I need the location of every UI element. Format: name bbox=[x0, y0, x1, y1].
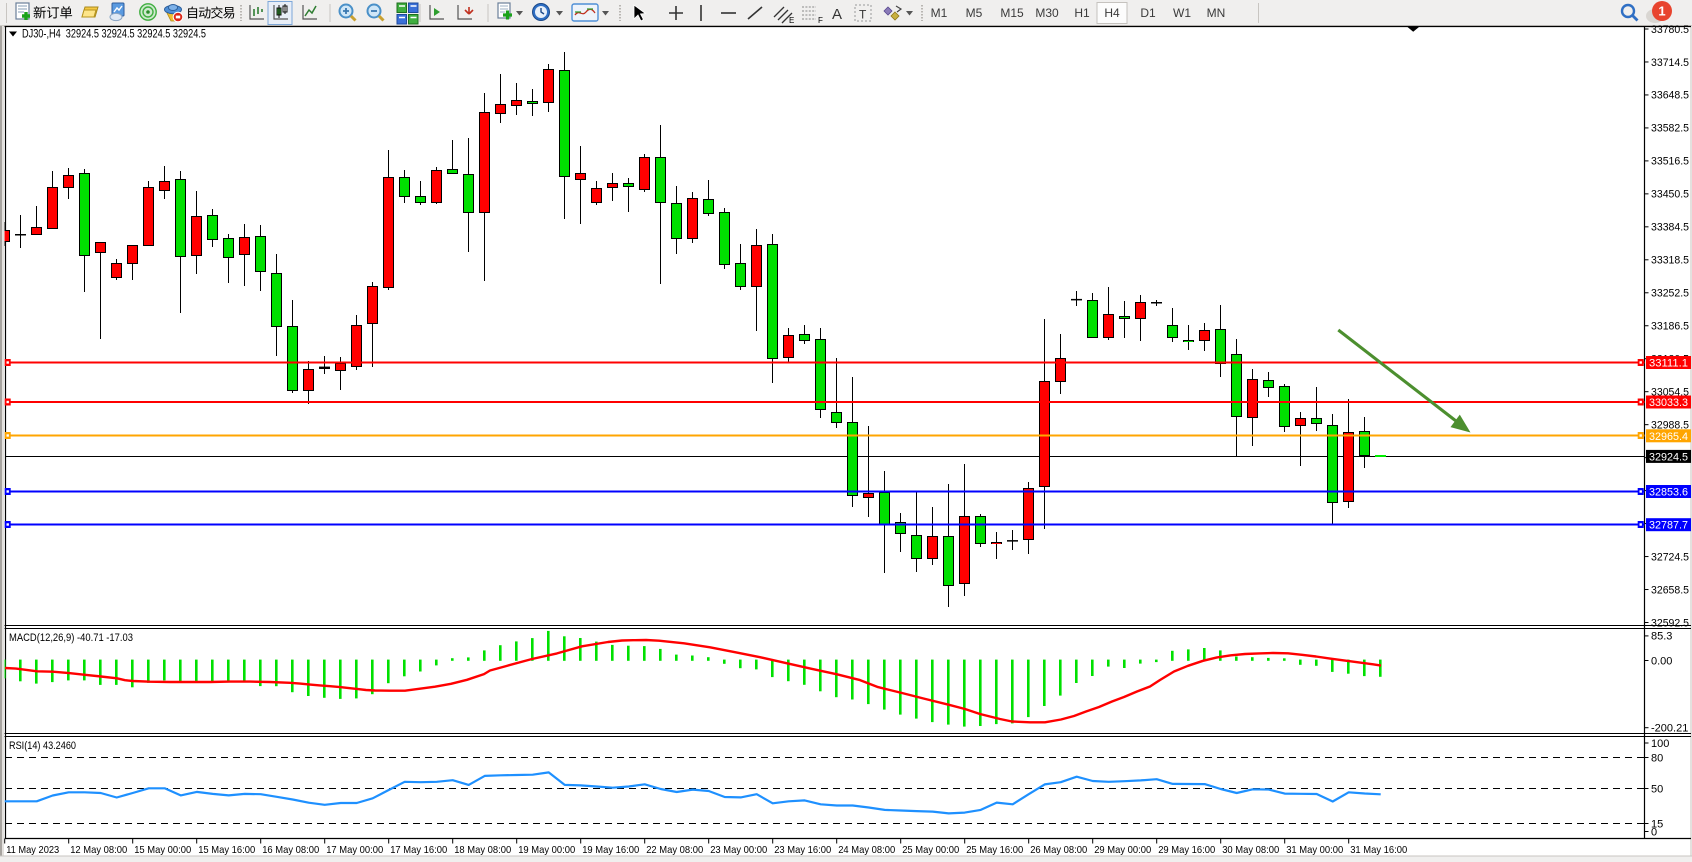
svg-text:-200.21: -200.21 bbox=[1651, 723, 1688, 735]
svg-text:15 May 00:00: 15 May 00:00 bbox=[134, 844, 191, 856]
svg-text:22 May 08:00: 22 May 08:00 bbox=[646, 844, 703, 856]
svg-text:17 May 00:00: 17 May 00:00 bbox=[326, 844, 383, 856]
svg-text:0.00: 0.00 bbox=[1651, 655, 1672, 667]
svg-text:19 May 16:00: 19 May 16:00 bbox=[582, 844, 639, 856]
svg-text:32924.5: 32924.5 bbox=[1649, 451, 1688, 463]
svg-text:33318.5: 33318.5 bbox=[1651, 255, 1689, 267]
svg-text:23 May 00:00: 23 May 00:00 bbox=[710, 844, 767, 856]
svg-text:H4: H4 bbox=[1104, 6, 1120, 20]
svg-text:30 May 08:00: 30 May 08:00 bbox=[1222, 844, 1279, 856]
svg-text:15 May 16:00: 15 May 16:00 bbox=[198, 844, 255, 856]
svg-text:32853.6: 32853.6 bbox=[1649, 487, 1688, 499]
svg-text:50: 50 bbox=[1651, 783, 1663, 795]
svg-text:T: T bbox=[859, 8, 867, 22]
svg-text:25 May 16:00: 25 May 16:00 bbox=[966, 844, 1023, 856]
svg-text:M15: M15 bbox=[1000, 6, 1024, 20]
svg-text:MACD(12,26,9) -40.71 -17.03: MACD(12,26,9) -40.71 -17.03 bbox=[9, 632, 133, 644]
svg-text:23 May 16:00: 23 May 16:00 bbox=[774, 844, 831, 856]
svg-text:100: 100 bbox=[1651, 738, 1669, 750]
svg-text:33582.5: 33582.5 bbox=[1651, 123, 1689, 135]
svg-text:26 May 08:00: 26 May 08:00 bbox=[1030, 844, 1087, 856]
svg-text:33450.5: 33450.5 bbox=[1651, 189, 1689, 201]
svg-text:24 May 08:00: 24 May 08:00 bbox=[838, 844, 895, 856]
svg-text:32658.5: 32658.5 bbox=[1651, 584, 1689, 596]
svg-text:33516.5: 33516.5 bbox=[1651, 156, 1689, 168]
svg-text:85.3: 85.3 bbox=[1651, 631, 1672, 643]
svg-text:MN: MN bbox=[1207, 6, 1226, 20]
svg-text:29 May 16:00: 29 May 16:00 bbox=[1158, 844, 1215, 856]
svg-text:12 May 08:00: 12 May 08:00 bbox=[70, 844, 127, 856]
svg-text:0: 0 bbox=[1651, 826, 1657, 838]
svg-text:M5: M5 bbox=[966, 6, 983, 20]
svg-text:31 May 00:00: 31 May 00:00 bbox=[1286, 844, 1343, 856]
svg-text:33252.5: 33252.5 bbox=[1651, 288, 1689, 300]
svg-text:33780.5: 33780.5 bbox=[1651, 24, 1689, 36]
svg-text:32724.5: 32724.5 bbox=[1651, 551, 1689, 563]
svg-text:33384.5: 33384.5 bbox=[1651, 222, 1689, 234]
svg-text:11 May 2023: 11 May 2023 bbox=[6, 844, 59, 856]
svg-text:E: E bbox=[789, 16, 794, 25]
svg-text:A: A bbox=[832, 6, 842, 23]
svg-text:32988.5: 32988.5 bbox=[1651, 419, 1689, 431]
svg-text:15: 15 bbox=[1651, 818, 1663, 830]
svg-text:25 May 00:00: 25 May 00:00 bbox=[902, 844, 959, 856]
svg-text:17 May 16:00: 17 May 16:00 bbox=[390, 844, 447, 856]
svg-text:33648.5: 33648.5 bbox=[1651, 90, 1689, 102]
svg-text:32965.4: 32965.4 bbox=[1649, 431, 1688, 443]
svg-text:DJ30-,H4 32924.5 32924.5 3292: DJ30-,H4 32924.5 32924.5 32924.5 32924.5 bbox=[22, 29, 206, 41]
svg-text:80: 80 bbox=[1651, 752, 1663, 764]
svg-text:1: 1 bbox=[1658, 4, 1665, 19]
svg-text:29 May 00:00: 29 May 00:00 bbox=[1094, 844, 1151, 856]
svg-text:18 May 08:00: 18 May 08:00 bbox=[454, 844, 511, 856]
svg-text:19 May 00:00: 19 May 00:00 bbox=[518, 844, 575, 856]
svg-text:16 May 08:00: 16 May 08:00 bbox=[262, 844, 319, 856]
svg-text:33111.1: 33111.1 bbox=[1649, 358, 1688, 370]
svg-text:RSI(14) 43.2460: RSI(14) 43.2460 bbox=[9, 740, 76, 752]
svg-text:H1: H1 bbox=[1074, 6, 1090, 20]
svg-text:33714.5: 33714.5 bbox=[1651, 57, 1689, 69]
svg-text:31 May 16:00: 31 May 16:00 bbox=[1350, 844, 1407, 856]
svg-text:F: F bbox=[818, 16, 823, 25]
svg-text:W1: W1 bbox=[1173, 6, 1191, 20]
svg-text:M30: M30 bbox=[1035, 6, 1059, 20]
svg-text:32592.5: 32592.5 bbox=[1651, 617, 1689, 629]
svg-text:M1: M1 bbox=[931, 6, 948, 20]
svg-text:33054.5: 33054.5 bbox=[1651, 386, 1689, 398]
svg-text:32787.7: 32787.7 bbox=[1649, 520, 1688, 532]
svg-text:33186.5: 33186.5 bbox=[1651, 321, 1689, 333]
svg-text:D1: D1 bbox=[1140, 6, 1156, 20]
svg-text:33033.3: 33033.3 bbox=[1649, 397, 1688, 409]
